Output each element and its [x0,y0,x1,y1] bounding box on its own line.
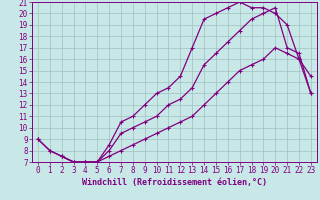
X-axis label: Windchill (Refroidissement éolien,°C): Windchill (Refroidissement éolien,°C) [82,178,267,187]
